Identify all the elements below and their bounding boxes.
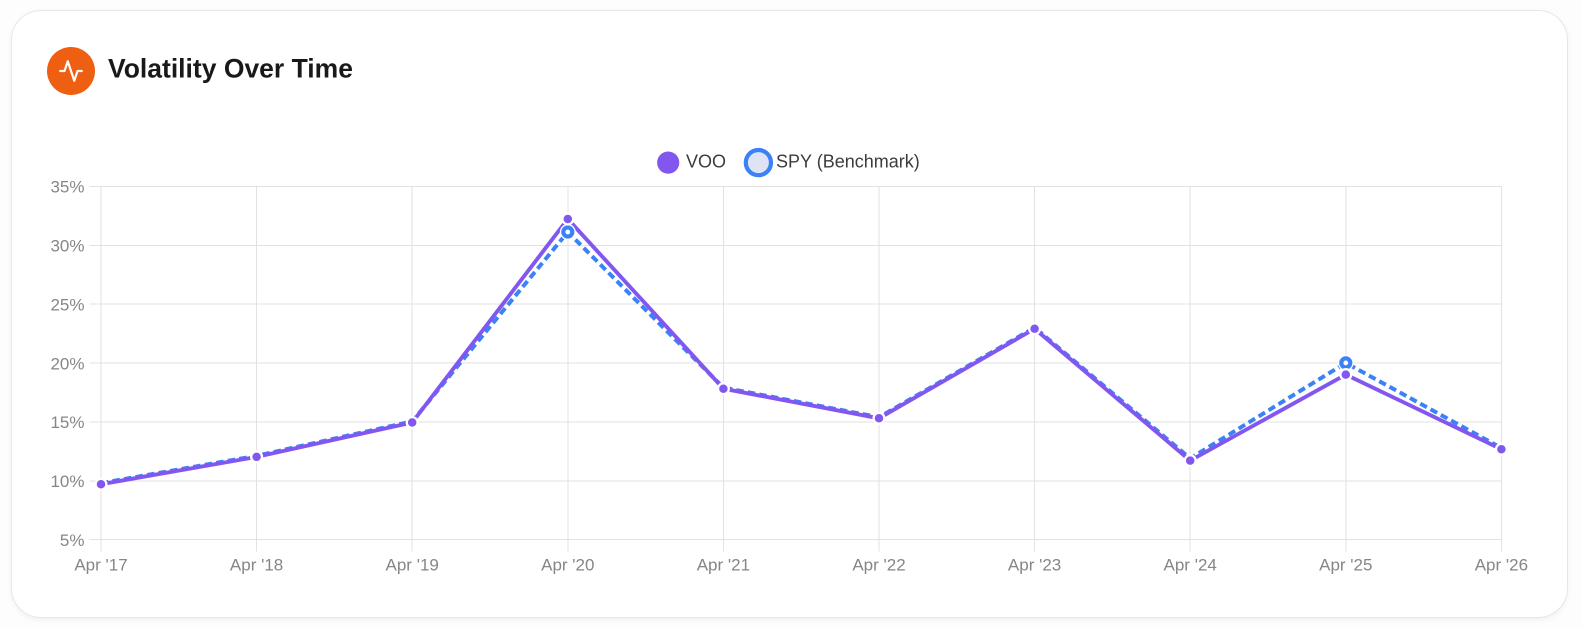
svg-text:Apr '24: Apr '24: [1164, 556, 1217, 575]
svg-text:Apr '18: Apr '18: [230, 556, 283, 575]
svg-text:15%: 15%: [50, 413, 84, 432]
svg-text:Apr '25: Apr '25: [1319, 556, 1372, 575]
svg-text:Apr '26: Apr '26: [1475, 556, 1528, 575]
svg-text:Apr '21: Apr '21: [697, 556, 750, 575]
svg-text:25%: 25%: [50, 296, 84, 315]
svg-text:5%: 5%: [60, 531, 85, 550]
svg-text:Apr '19: Apr '19: [386, 556, 439, 575]
svg-text:Apr '20: Apr '20: [541, 556, 594, 575]
svg-text:SPY (Benchmark): SPY (Benchmark): [776, 152, 920, 172]
svg-text:35%: 35%: [50, 178, 84, 197]
svg-text:Apr '23: Apr '23: [1008, 556, 1061, 575]
svg-text:30%: 30%: [50, 237, 84, 256]
svg-text:VOO: VOO: [686, 152, 726, 172]
svg-text:Volatility Over Time: Volatility Over Time: [108, 54, 353, 84]
svg-text:20%: 20%: [50, 354, 84, 373]
svg-text:Apr '22: Apr '22: [852, 556, 905, 575]
svg-text:Apr '17: Apr '17: [74, 556, 127, 575]
svg-text:10%: 10%: [50, 472, 84, 491]
